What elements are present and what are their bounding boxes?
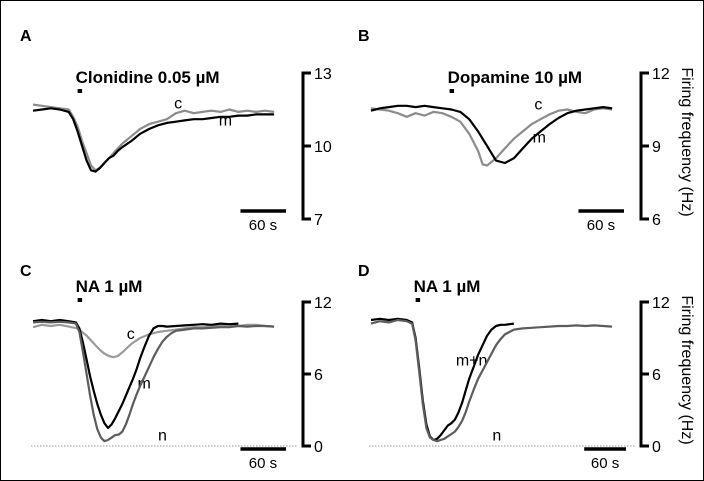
series-label-c: c	[127, 326, 135, 343]
time-scale-label: 60 s	[587, 217, 615, 234]
y-axis-label: Firing frequency (Hz)	[678, 67, 695, 216]
y-tick-label: 0	[314, 439, 323, 456]
panel-letter: D	[358, 263, 370, 280]
time-scale-label: 60 s	[591, 455, 619, 472]
series-line-n	[32, 320, 275, 443]
y-tick-label: 6	[652, 212, 661, 229]
y-tick-label: 12	[652, 66, 670, 83]
series-label-c: c	[174, 95, 182, 112]
series-label-m: m	[533, 129, 546, 146]
series-line-m	[32, 107, 275, 173]
stimulus-bar	[77, 298, 83, 302]
drug-label: Clonidine 0.05 µM	[76, 68, 220, 87]
panel-a: A Clonidine 0.05 µM 7 10 13 c m 60 s	[20, 28, 332, 234]
drug-label: Dopamine 10 µM	[448, 68, 583, 87]
panel-letter: B	[358, 28, 370, 45]
y-tick-label: 6	[314, 367, 323, 384]
series-label-n: n	[492, 428, 501, 445]
y-tick-label: 7	[314, 212, 323, 229]
series-label-m: m	[219, 112, 232, 129]
series-label-m+n: m+n	[456, 353, 488, 370]
series-label-c: c	[534, 97, 542, 114]
y-tick-label: 9	[652, 139, 661, 156]
series-label-n: n	[158, 428, 167, 445]
panel-letter: A	[20, 28, 32, 45]
series-line-c	[32, 103, 275, 172]
panel-b: B Dopamine 10 µM 6 9 12 Firing frequency (Hz)…	[358, 28, 695, 234]
time-scale-label: 60 s	[249, 217, 277, 234]
series-line-m	[370, 104, 613, 165]
drug-label: NA 1 µM	[76, 277, 143, 296]
y-tick-label: 10	[314, 139, 332, 156]
panel-d: D NA 1 µM 0 6 12 Firing frequency (Hz) m+n n 60 …	[358, 263, 695, 472]
panel-letter: C	[20, 263, 32, 280]
stimulus-bar	[77, 89, 83, 93]
stimulus-bar	[449, 89, 455, 93]
series-line-n	[370, 318, 613, 443]
y-tick-label: 12	[652, 295, 670, 312]
y-tick-label: 13	[314, 66, 332, 83]
stimulus-bar	[415, 298, 421, 302]
series-line-c	[370, 107, 613, 167]
series-label-m: m	[137, 375, 150, 392]
y-tick-label: 12	[314, 295, 332, 312]
y-tick-label: 0	[652, 439, 661, 456]
y-axis-label: Firing frequency (Hz)	[678, 295, 695, 444]
drug-label: NA 1 µM	[414, 277, 481, 296]
panel-c: C NA 1 µM 0 6 12 c m n 60 s	[20, 263, 332, 472]
time-scale-label: 60 s	[249, 455, 277, 472]
y-tick-label: 6	[652, 367, 661, 384]
